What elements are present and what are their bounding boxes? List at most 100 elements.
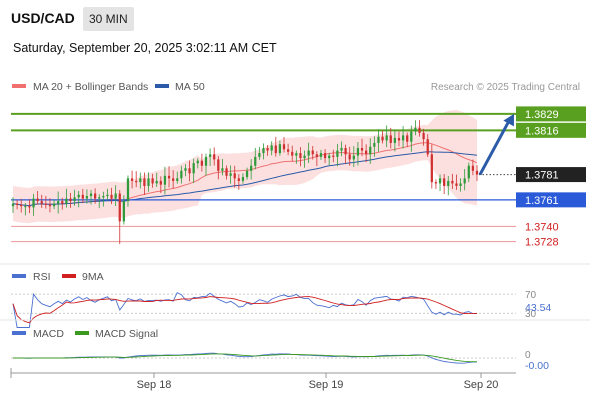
candle-body: [344, 148, 346, 154]
candle-body: [28, 206, 30, 207]
candle-body: [90, 194, 92, 197]
candle-body: [156, 181, 158, 184]
candle-body: [57, 201, 59, 204]
candle: [435, 179, 437, 189]
candle-body: [119, 194, 121, 222]
candle-body: [414, 128, 416, 132]
candle-body: [238, 178, 240, 181]
candle-body: [168, 176, 170, 179]
candle: [119, 190, 121, 244]
ma50-legend-label: MA 50: [175, 81, 205, 93]
level-label-3: 1.3740: [525, 221, 559, 233]
candle-body: [373, 143, 375, 147]
candle-body: [180, 171, 182, 179]
candle-body: [73, 197, 75, 201]
candle-body: [45, 204, 47, 205]
candle-body: [394, 138, 396, 143]
candle-body: [406, 135, 408, 141]
candle-body: [94, 194, 96, 199]
candle-body: [447, 181, 449, 186]
candle-body: [435, 182, 437, 183]
candle-body: [213, 154, 215, 159]
candle-body: [455, 183, 457, 186]
candle-body: [381, 137, 383, 141]
candle-body: [221, 168, 223, 171]
candle-body: [78, 195, 80, 198]
macd-legend-swatch: [12, 331, 26, 335]
candle-body: [464, 178, 466, 183]
candle-body: [53, 204, 55, 207]
candle-body: [451, 181, 453, 184]
candle-body: [41, 201, 43, 204]
candle-body: [86, 196, 88, 199]
level-label-4: 1.3728: [525, 237, 559, 249]
x-tick-label-0: Sep 18: [137, 379, 172, 391]
candle-body: [250, 166, 252, 171]
candle-body: [459, 183, 461, 186]
candle-body: [176, 178, 178, 181]
main-legend: MA 20 + Bollinger Bands MA 50: [12, 81, 205, 93]
candle-body: [258, 153, 260, 157]
candle-body: [299, 153, 301, 158]
candle-body: [209, 154, 211, 157]
candle-body: [418, 128, 420, 133]
candle-body: [353, 156, 355, 160]
level-label-0: 1.3829: [525, 109, 559, 121]
candle-body: [135, 181, 137, 182]
candle-body: [69, 199, 71, 202]
candle-body: [98, 197, 100, 198]
candle-body: [184, 168, 186, 171]
candle-body: [439, 178, 441, 183]
candle-body: [365, 151, 367, 155]
candle-body: [427, 139, 429, 154]
research-credit: Research © 2025 Trading Central: [431, 82, 580, 93]
candle-body: [205, 157, 207, 166]
candle-body: [312, 151, 314, 155]
candle-body: [443, 178, 445, 186]
candle-body: [476, 171, 478, 175]
ma20-legend-swatch: [12, 84, 26, 88]
candle-body: [431, 154, 433, 182]
candle-body: [291, 152, 293, 156]
level-label-1: 1.3816: [525, 125, 559, 137]
candle-body: [398, 138, 400, 141]
rsi-legend-label: RSI: [33, 271, 51, 283]
macd-value-label: -0.00: [525, 360, 549, 372]
candle-body: [164, 176, 166, 185]
candle-body: [295, 153, 297, 156]
candle-body: [82, 195, 84, 199]
candle-body: [320, 153, 322, 157]
candle-body: [234, 173, 236, 178]
level-label-2: 1.3761: [525, 195, 559, 207]
candle-body: [32, 199, 34, 208]
candle-body: [279, 144, 281, 153]
forecast-arrow-shaft: [480, 121, 509, 175]
candle-body: [49, 205, 51, 206]
candle-body: [254, 157, 256, 166]
candle-body: [24, 206, 26, 207]
macd-panel: MACD MACD Signal 0-0.00: [0, 320, 590, 372]
candle-body: [262, 148, 264, 153]
candle-body: [201, 161, 203, 166]
candle-body: [303, 156, 305, 159]
candle-body: [324, 153, 326, 158]
candle-body: [172, 178, 174, 181]
candle-body: [139, 178, 141, 182]
macd-signal-legend-swatch: [75, 331, 89, 335]
candle-body: [390, 135, 392, 143]
candle-body: [127, 178, 129, 201]
price-panel: 1.38291.38161.37611.37401.37281.3781: [11, 106, 586, 248]
candle-body: [340, 148, 342, 151]
candle-body: [123, 201, 125, 221]
candle-body: [316, 154, 318, 157]
candle-body: [349, 154, 351, 159]
bollinger-band: [13, 110, 477, 223]
ma20-legend-label: MA 20 + Bollinger Bands: [33, 81, 148, 93]
candle-body: [151, 178, 153, 183]
candle-body: [217, 159, 219, 170]
candle-body: [16, 204, 18, 205]
candle-body: [472, 166, 474, 171]
candle-body: [147, 178, 149, 186]
